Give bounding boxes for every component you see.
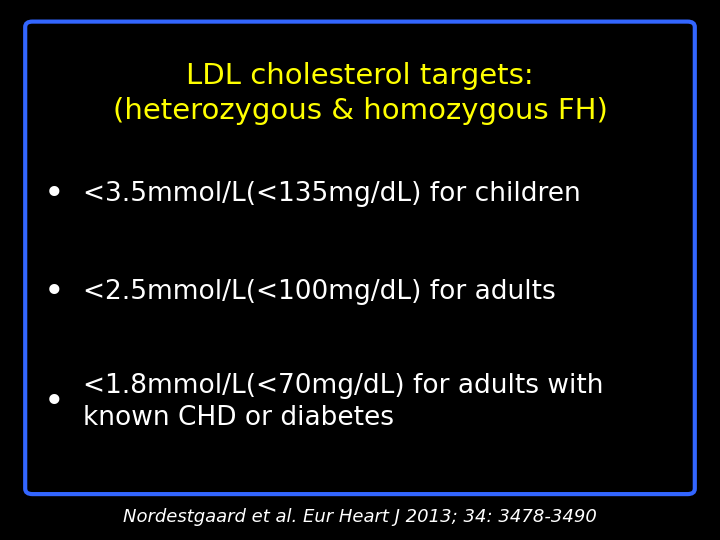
Text: <3.5mmol/L(<135mg/dL) for children: <3.5mmol/L(<135mg/dL) for children [83, 181, 580, 207]
FancyBboxPatch shape [25, 22, 695, 494]
Text: •: • [44, 275, 64, 308]
Text: <1.8mmol/L(<70mg/dL) for adults with
known CHD or diabetes: <1.8mmol/L(<70mg/dL) for adults with kno… [83, 373, 603, 431]
Text: LDL cholesterol targets:
(heterozygous & homozygous FH): LDL cholesterol targets: (heterozygous &… [112, 62, 608, 125]
Text: <2.5mmol/L(<100mg/dL) for adults: <2.5mmol/L(<100mg/dL) for adults [83, 279, 556, 305]
Text: •: • [44, 178, 64, 211]
Text: Nordestgaard et al. Eur Heart J 2013; 34: 3478-3490: Nordestgaard et al. Eur Heart J 2013; 34… [123, 508, 597, 526]
Text: •: • [44, 386, 64, 419]
